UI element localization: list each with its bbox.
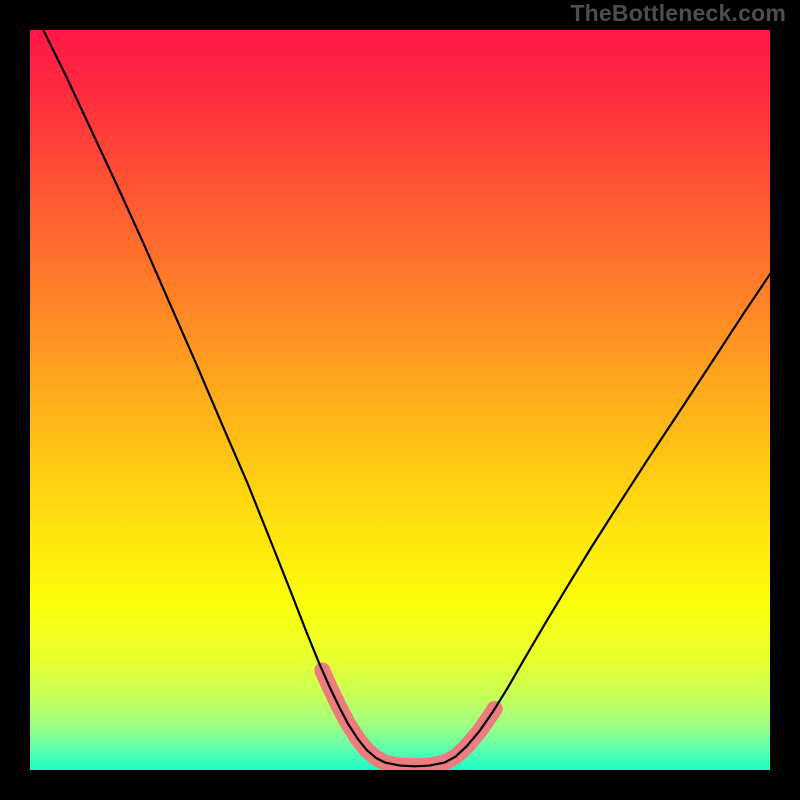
plot-area [30,30,770,770]
bottleneck-curve-svg [30,30,770,770]
canvas: TheBottleneck.com [0,0,800,800]
curve-path [43,30,770,766]
highlight-left [322,670,378,759]
highlight-right [448,709,495,761]
branding-watermark: TheBottleneck.com [570,0,786,27]
